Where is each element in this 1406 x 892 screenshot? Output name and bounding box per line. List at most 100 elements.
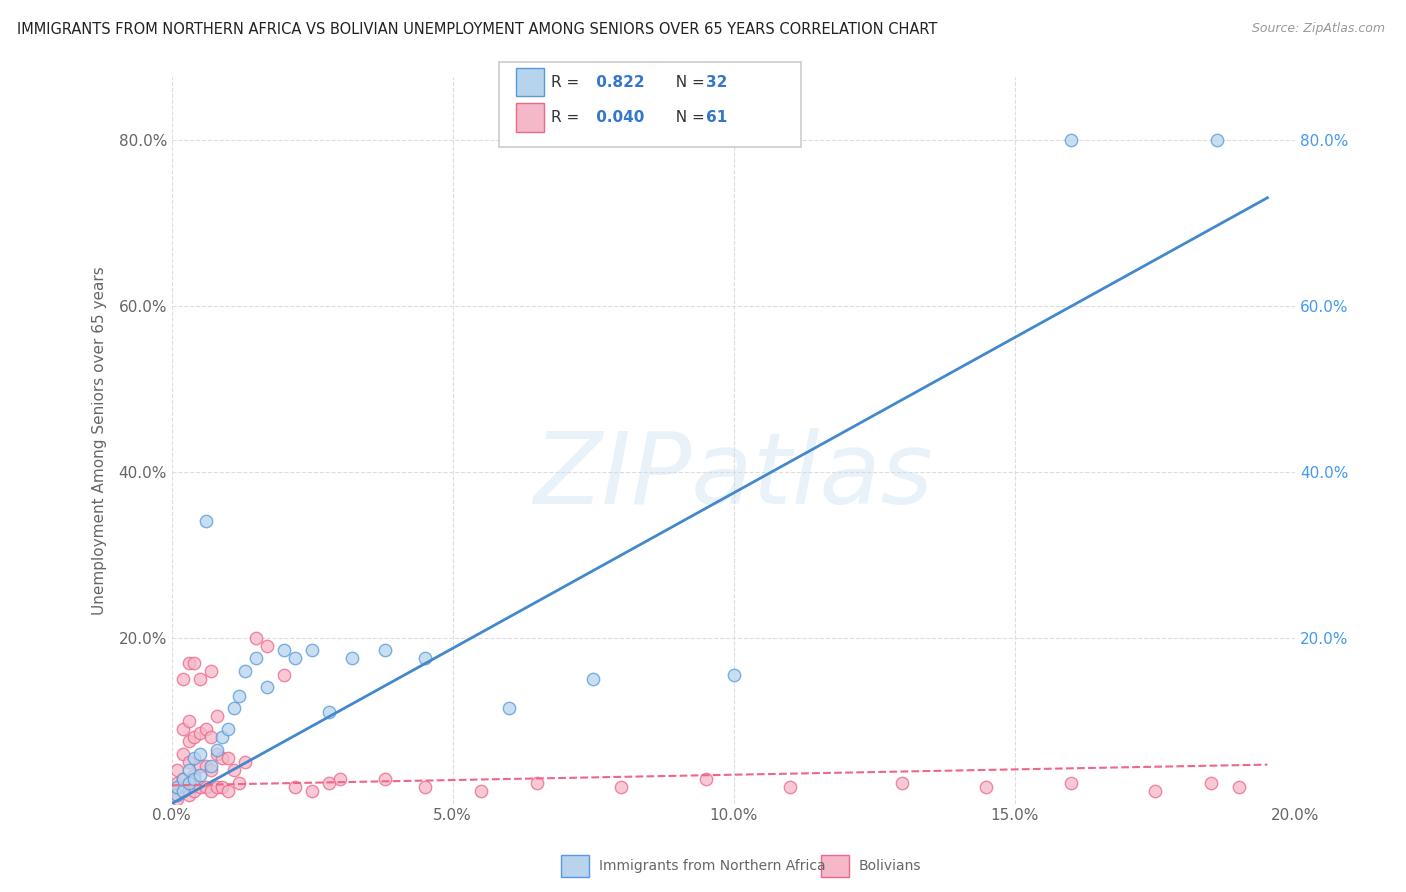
- Point: [166, 764, 188, 778]
- Point: [1199, 776, 1222, 790]
- Point: [172, 784, 194, 798]
- Point: [413, 780, 436, 794]
- Point: [194, 780, 217, 794]
- Point: [166, 780, 188, 794]
- Point: [166, 792, 188, 806]
- Point: [183, 751, 205, 765]
- Point: [172, 672, 194, 686]
- Text: R =: R =: [551, 111, 585, 125]
- Point: [188, 767, 211, 781]
- Point: [245, 631, 267, 645]
- Text: Source: ZipAtlas.com: Source: ZipAtlas.com: [1251, 22, 1385, 36]
- Point: [318, 706, 340, 720]
- Point: [205, 780, 228, 794]
- Text: Immigrants from Northern Africa: Immigrants from Northern Africa: [599, 859, 825, 873]
- Point: [273, 643, 295, 657]
- Point: [256, 681, 278, 695]
- Point: [211, 730, 233, 744]
- Point: [188, 759, 211, 773]
- Point: [172, 772, 194, 786]
- Point: [582, 672, 605, 686]
- Point: [273, 668, 295, 682]
- Text: 32: 32: [706, 75, 727, 89]
- Text: R =: R =: [551, 75, 585, 89]
- Point: [194, 515, 217, 529]
- Point: [301, 643, 323, 657]
- Point: [194, 722, 217, 736]
- Point: [183, 784, 205, 798]
- Point: [723, 668, 745, 682]
- Point: [177, 764, 200, 778]
- Point: [205, 709, 228, 723]
- Point: [166, 780, 188, 794]
- Point: [374, 772, 396, 786]
- Point: [222, 764, 245, 778]
- Text: 61: 61: [706, 111, 727, 125]
- Point: [194, 759, 217, 773]
- Point: [779, 780, 801, 794]
- Point: [166, 789, 188, 803]
- Point: [284, 651, 307, 665]
- Point: [318, 776, 340, 790]
- Point: [1227, 780, 1250, 794]
- Point: [166, 776, 188, 790]
- Point: [301, 784, 323, 798]
- Point: [1205, 133, 1227, 147]
- Point: [188, 747, 211, 761]
- Point: [205, 742, 228, 756]
- Point: [498, 701, 520, 715]
- Text: N =: N =: [666, 75, 710, 89]
- Point: [200, 664, 222, 678]
- Point: [200, 764, 222, 778]
- Point: [200, 784, 222, 798]
- Point: [233, 755, 256, 769]
- Point: [172, 747, 194, 761]
- Point: [233, 664, 256, 678]
- Text: 0.822: 0.822: [591, 75, 644, 89]
- Point: [222, 701, 245, 715]
- Point: [177, 734, 200, 748]
- Point: [340, 651, 363, 665]
- Point: [217, 751, 239, 765]
- Y-axis label: Unemployment Among Seniors over 65 years: Unemployment Among Seniors over 65 years: [93, 266, 107, 615]
- Text: N =: N =: [666, 111, 710, 125]
- Point: [976, 780, 998, 794]
- Point: [211, 751, 233, 765]
- Point: [177, 789, 200, 803]
- Point: [172, 784, 194, 798]
- Point: [172, 722, 194, 736]
- Point: [177, 776, 200, 790]
- Point: [205, 747, 228, 761]
- Point: [183, 767, 205, 781]
- Point: [200, 730, 222, 744]
- Point: [211, 780, 233, 794]
- Point: [177, 776, 200, 790]
- Text: Bolivians: Bolivians: [859, 859, 921, 873]
- Point: [695, 772, 717, 786]
- Point: [177, 714, 200, 728]
- Point: [217, 784, 239, 798]
- Point: [188, 726, 211, 740]
- Point: [188, 672, 211, 686]
- Point: [526, 776, 548, 790]
- Point: [470, 784, 492, 798]
- Point: [166, 789, 188, 803]
- Point: [1060, 776, 1083, 790]
- Point: [228, 776, 250, 790]
- Text: IMMIGRANTS FROM NORTHERN AFRICA VS BOLIVIAN UNEMPLOYMENT AMONG SENIORS OVER 65 Y: IMMIGRANTS FROM NORTHERN AFRICA VS BOLIV…: [17, 22, 938, 37]
- Point: [200, 759, 222, 773]
- Point: [183, 730, 205, 744]
- Point: [183, 656, 205, 670]
- Point: [177, 755, 200, 769]
- Point: [177, 656, 200, 670]
- Point: [1143, 784, 1166, 798]
- Point: [183, 772, 205, 786]
- Point: [610, 780, 633, 794]
- Point: [256, 639, 278, 653]
- Point: [188, 780, 211, 794]
- Point: [172, 772, 194, 786]
- Point: [1060, 133, 1083, 147]
- Point: [228, 689, 250, 703]
- Point: [374, 643, 396, 657]
- Text: ZIPatlas: ZIPatlas: [534, 428, 934, 525]
